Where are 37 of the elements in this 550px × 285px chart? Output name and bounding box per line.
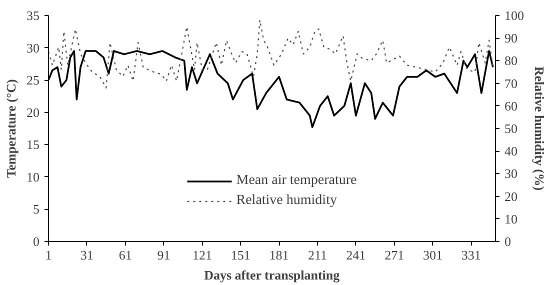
y-tick-label: 30	[26, 40, 40, 56]
x-axis-title: Days after transplanting	[204, 268, 340, 282]
legend-label: Relative humidity	[236, 193, 337, 209]
legend-label: Mean air temperature	[236, 173, 357, 189]
x-tick-label: 1	[45, 248, 52, 262]
x-tick-label: 301	[422, 248, 442, 262]
x-tick-label: 271	[384, 248, 404, 262]
x-tick-label: 181	[269, 248, 289, 262]
x-tick-label: 211	[308, 248, 327, 262]
y2-tick-label: 40	[504, 144, 518, 159]
y2-tick-label: 20	[504, 188, 518, 204]
y2-tick-label: 90	[504, 30, 518, 46]
y2-tick-label: 70	[504, 76, 518, 91]
y2-tick-label: 100	[504, 8, 524, 23]
x-tick-label: 121	[192, 248, 212, 262]
y-tick-label: 35	[26, 8, 40, 23]
x-tick-label: 241	[346, 248, 366, 262]
x-tick-label: 331	[461, 248, 481, 262]
x-tick-label: 151	[230, 248, 250, 262]
y2-axis-title: Relative humidity (%)	[532, 66, 547, 191]
line-series	[48, 19, 494, 88]
y2-tick-label: 10	[504, 211, 518, 226]
y-tick-label: 25	[26, 72, 40, 88]
y-tick-label: 0	[33, 234, 40, 249]
y2-tick-label: 0	[504, 234, 511, 249]
y2-tick-label: 50	[504, 121, 518, 136]
x-tick-label: 61	[118, 248, 132, 262]
y-tick-label: 20	[26, 104, 40, 120]
x-tick-label: 91	[157, 248, 170, 262]
y2-tick-label: 80	[504, 53, 518, 68]
y-tick-label: 15	[26, 137, 40, 152]
y-tick-label: 10	[26, 169, 40, 184]
x-tick-label: 31	[80, 248, 94, 262]
y-axis-title: Temperature (°C)	[4, 79, 18, 178]
y2-tick-label: 60	[504, 98, 518, 114]
y2-tick-label: 30	[504, 166, 518, 182]
y-tick-label: 5	[33, 202, 40, 217]
